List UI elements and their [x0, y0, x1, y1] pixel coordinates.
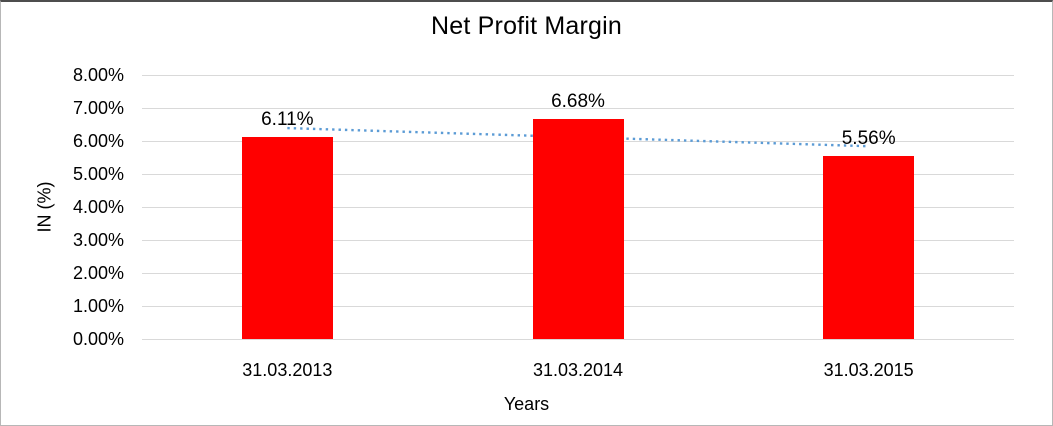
y-axis-tick-label: 8.00% [72, 65, 124, 85]
x-axis-category-label: 31.03.2014 [532, 360, 624, 380]
bar-31.03.2013 [241, 137, 333, 339]
y-axis-tick-label: 1.00% [72, 296, 124, 316]
y-axis-tick-label: 6.00% [72, 131, 124, 151]
data-label: 5.56% [841, 127, 896, 149]
y-axis-tick-label: 2.00% [72, 263, 124, 283]
y-axis-tick-label: 0.00% [72, 329, 124, 349]
bar-31.03.2015 [823, 155, 915, 339]
x-axis-category-label: 31.03.2015 [823, 360, 914, 380]
data-label: 6.68% [551, 90, 605, 112]
x-axis-title: Years [503, 394, 550, 414]
gridline [142, 75, 1014, 76]
y-axis-tick-label: 5.00% [72, 164, 124, 184]
chart-title: Net Profit Margin [431, 12, 622, 40]
data-label: 6.11% [261, 109, 314, 131]
bar-31.03.2014 [532, 118, 624, 339]
y-axis-tick-label: 4.00% [72, 197, 124, 217]
gridline [142, 108, 1014, 109]
y-axis-tick-label: 3.00% [72, 230, 124, 250]
x-axis-category-label: 31.03.2013 [242, 360, 333, 380]
y-axis-tick-label: 7.00% [72, 98, 124, 118]
gridline [142, 339, 1014, 340]
